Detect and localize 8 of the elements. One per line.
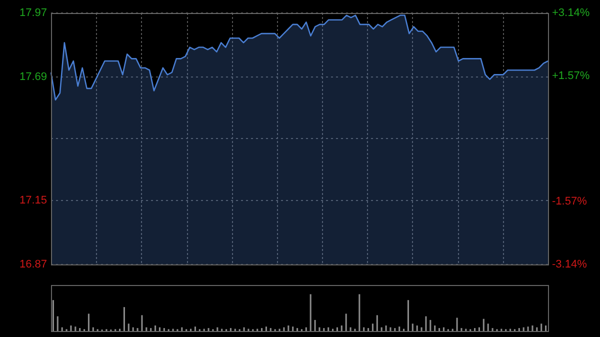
y-tick-label: 17.15: [19, 194, 47, 206]
y2-tick-label: +3.14%: [552, 7, 590, 20]
y-tick-label: 17.97: [19, 7, 47, 20]
y2-tick-label: -3.14%: [552, 258, 588, 270]
y2-tick-label: +1.57%: [552, 70, 590, 82]
y-tick-label: 17.69: [19, 71, 47, 84]
y-tick-label: 16.87: [19, 258, 47, 270]
y2-tick-label: -1.57%: [552, 196, 588, 208]
